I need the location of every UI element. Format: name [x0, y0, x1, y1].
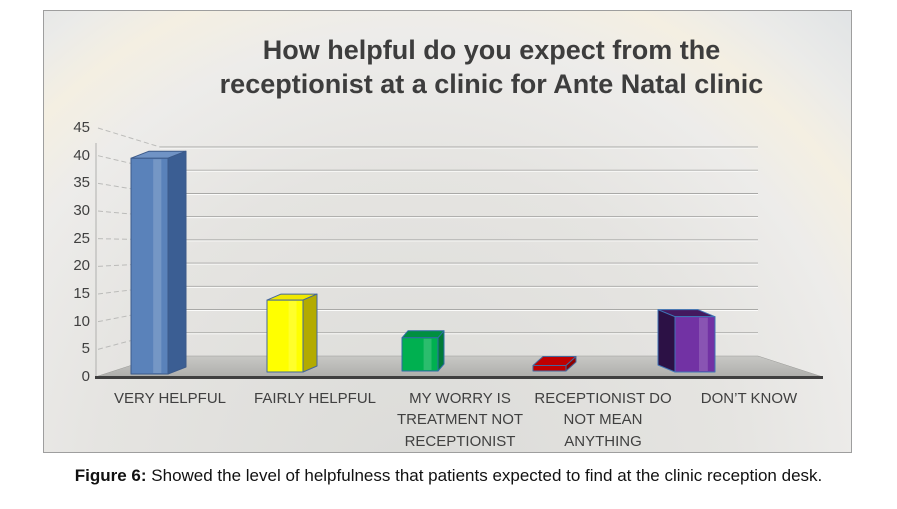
y-tick-label-15: 15 — [73, 285, 90, 302]
y-tick-label-40: 40 — [73, 146, 90, 164]
x-category-label-don-t-know: DON’T KNOW — [700, 390, 798, 407]
bar-front-face — [266, 299, 304, 373]
y-tick-label-20: 20 — [73, 257, 90, 275]
y-tick-label-35: 35 — [73, 174, 90, 192]
bar-side-face — [167, 150, 187, 375]
chart-title-line2: receptionist at a clinic for Ante Natal … — [219, 69, 764, 99]
bar-side-face — [657, 309, 676, 373]
x-category-label-my-worry-is-treatment-not-receptionist: MY WORRY IS TREATMENT NOT RECEPTIONIST — [396, 390, 524, 450]
bar-side-face — [302, 293, 318, 373]
chart-title: How helpful do you expect from the recep… — [87, 33, 896, 101]
bar-front-highlight — [288, 301, 297, 371]
bars — [130, 150, 716, 375]
bar-side-face — [437, 330, 445, 372]
bar-top-face — [401, 330, 445, 339]
tick-connector — [97, 155, 161, 171]
bar-front-face — [401, 337, 439, 372]
bar-front-highlight — [153, 159, 162, 373]
y-tick-label-0: 0 — [81, 368, 90, 385]
y-tick-label-30: 30 — [73, 202, 90, 219]
y-tick-label-25: 25 — [73, 229, 90, 247]
bar-front-highlight — [423, 338, 432, 370]
bar-don-t-know — [657, 309, 716, 373]
bar-front-face — [532, 364, 567, 372]
x-category-label-receptionist-do-not-mean-anything: RECEPTIONIST DO NOT MEAN ANYTHING — [534, 390, 672, 450]
figure-caption-label: Figure 6: — [74, 466, 147, 485]
bar-receptionist-do-not-mean-anything — [532, 355, 577, 372]
y-tick-label-10: 10 — [73, 312, 90, 330]
x-category-label-fairly-helpful: FAIRLY HELPFUL — [254, 390, 376, 407]
bar-my-worry-is-treatment-not-receptionist — [401, 330, 445, 372]
bar-front-face — [674, 316, 716, 373]
bar-very-helpful — [130, 150, 187, 375]
figure-caption-text: Showed the level of helpfulness that pat… — [146, 466, 823, 485]
bar-fairly-helpful — [266, 293, 318, 373]
bar-front-face — [130, 157, 169, 375]
y-tick-label-45: 45 — [73, 119, 90, 136]
tick-connector — [97, 332, 161, 350]
y-tick-label-5: 5 — [81, 340, 90, 358]
x-category-label-very-helpful: VERY HELPFUL — [114, 390, 226, 407]
figure-caption: Figure 6: Showed the level of helpfulnes… — [0, 466, 897, 486]
chart-title-line1: How helpful do you expect from the — [262, 35, 721, 65]
tick-connector — [97, 127, 161, 148]
gridlines — [95, 127, 758, 377]
bar-front-highlight — [699, 317, 708, 371]
